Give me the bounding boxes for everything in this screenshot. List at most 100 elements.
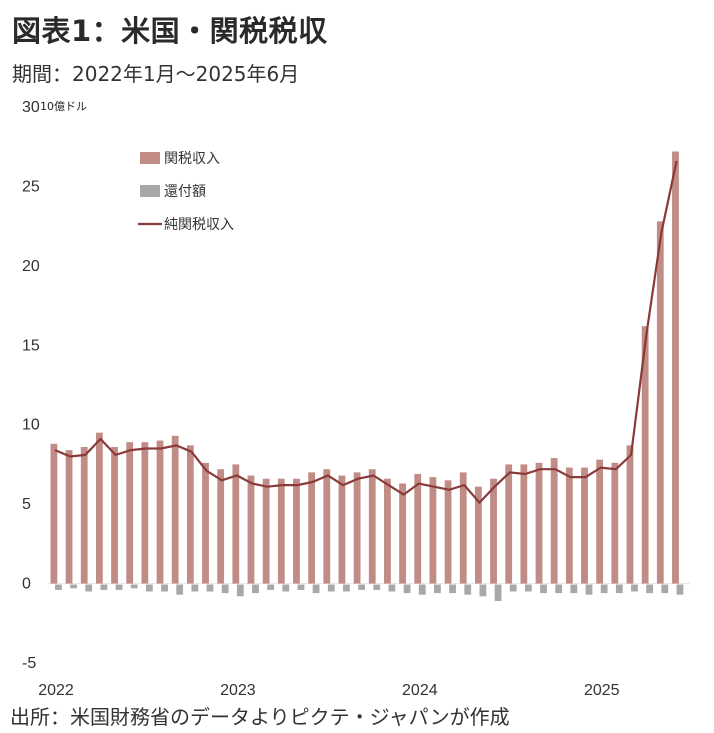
refund-bar <box>115 584 123 590</box>
customs-bar <box>141 442 149 584</box>
customs-bar <box>399 483 406 584</box>
legend-label-net: 純関税収入 <box>164 217 234 233</box>
refund-bar <box>388 584 396 592</box>
refund-bar <box>343 584 350 592</box>
refund-bar <box>646 584 654 594</box>
refund-bar <box>403 584 411 594</box>
refund-bar <box>70 584 77 589</box>
legend-swatch-customs <box>140 152 160 164</box>
net-line <box>54 160 678 505</box>
customs-bar <box>293 478 300 584</box>
customs-bar <box>581 467 588 584</box>
y-tick-label: 20 <box>22 258 40 275</box>
customs-bar <box>156 440 164 584</box>
customs-bars <box>50 151 679 584</box>
customs-bar <box>444 480 452 584</box>
customs-bar <box>672 151 679 584</box>
customs-bar <box>50 443 58 584</box>
refund-bar <box>85 584 93 592</box>
refund-bar <box>55 584 62 590</box>
customs-bar <box>247 475 255 584</box>
refund-bar <box>661 584 669 594</box>
customs-bar <box>308 472 316 584</box>
refund-bar <box>570 584 578 594</box>
refund-bar <box>236 584 244 597</box>
refund-bar <box>615 584 623 594</box>
customs-bar <box>111 446 118 584</box>
refund-bar <box>191 584 199 592</box>
customs-bar <box>429 477 437 584</box>
refund-bar <box>434 584 441 594</box>
legend: 関税収入 還付額 純関税収入 <box>138 151 234 233</box>
customs-bar <box>656 221 664 584</box>
customs-bar <box>353 472 361 584</box>
customs-bar <box>384 478 391 584</box>
y-tick-label: -5 <box>22 655 36 672</box>
customs-bar <box>414 473 422 584</box>
chart-subtitle: 期間：2022年1月～2025年6月 <box>12 62 300 86</box>
customs-bar <box>232 464 240 584</box>
y-tick-label: 30 <box>22 99 40 116</box>
legend-label-customs: 関税収入 <box>164 151 220 167</box>
refund-bar <box>161 584 168 592</box>
refund-bar <box>418 584 426 595</box>
refund-bar <box>600 584 608 594</box>
refund-bar <box>585 584 593 595</box>
refund-bar <box>524 584 532 592</box>
refund-bar <box>373 584 381 590</box>
customs-bar <box>626 445 634 584</box>
refund-bar <box>176 584 184 595</box>
customs-bar <box>277 478 285 584</box>
customs-bar <box>520 464 528 584</box>
customs-bar <box>565 467 573 584</box>
customs-bar <box>262 478 270 584</box>
customs-bar <box>65 450 73 584</box>
x-tick-label: 2025 <box>584 682 620 699</box>
customs-bar <box>338 475 346 584</box>
y-tick-label: 0 <box>22 576 31 593</box>
customs-bar <box>95 432 103 584</box>
customs-bar <box>186 445 194 584</box>
x-axis: 2022 2023 2024 2025 <box>38 682 619 699</box>
x-tick-label: 2024 <box>402 682 438 699</box>
source-note: 出所：米国財務省のデータよりピクテ・ジャパンが作成 <box>10 705 510 729</box>
y-tick-label: 25 <box>22 178 40 195</box>
refund-bars <box>55 584 684 602</box>
chart-title: 図表1：米国・関税税収 <box>12 14 328 48</box>
customs-bar <box>611 462 619 584</box>
refund-bar <box>297 584 305 590</box>
refund-bar <box>555 584 563 594</box>
customs-bar <box>535 462 543 584</box>
refund-bar <box>312 584 320 594</box>
refund-bar <box>464 584 472 595</box>
customs-bar <box>171 435 179 584</box>
refund-bar <box>540 584 547 594</box>
refund-bar <box>676 584 684 595</box>
customs-bar <box>202 462 209 584</box>
customs-bar <box>217 469 225 584</box>
refund-bar <box>631 584 638 592</box>
x-tick-label: 2022 <box>38 682 74 699</box>
x-tick-label: 2023 <box>220 682 256 699</box>
refund-bar <box>449 584 456 594</box>
customs-bar <box>550 458 558 584</box>
customs-bar <box>459 472 467 584</box>
unit-label: 10億ドル <box>40 100 87 113</box>
legend-label-refunds: 還付額 <box>164 184 206 200</box>
refund-bar <box>221 584 229 594</box>
customs-bar <box>490 478 497 584</box>
customs-bar <box>126 442 134 584</box>
refund-bar <box>358 584 365 590</box>
y-tick-label: 10 <box>22 417 40 434</box>
refund-bar <box>509 584 517 592</box>
y-tick-label: 5 <box>22 496 31 513</box>
refund-bar <box>494 584 502 602</box>
customs-bar <box>596 459 604 584</box>
customs-bar <box>641 326 649 584</box>
refund-bar <box>130 584 138 589</box>
customs-bar <box>80 446 88 584</box>
refund-bar <box>145 584 153 592</box>
customs-bar <box>323 469 331 584</box>
refund-bar <box>267 584 275 590</box>
